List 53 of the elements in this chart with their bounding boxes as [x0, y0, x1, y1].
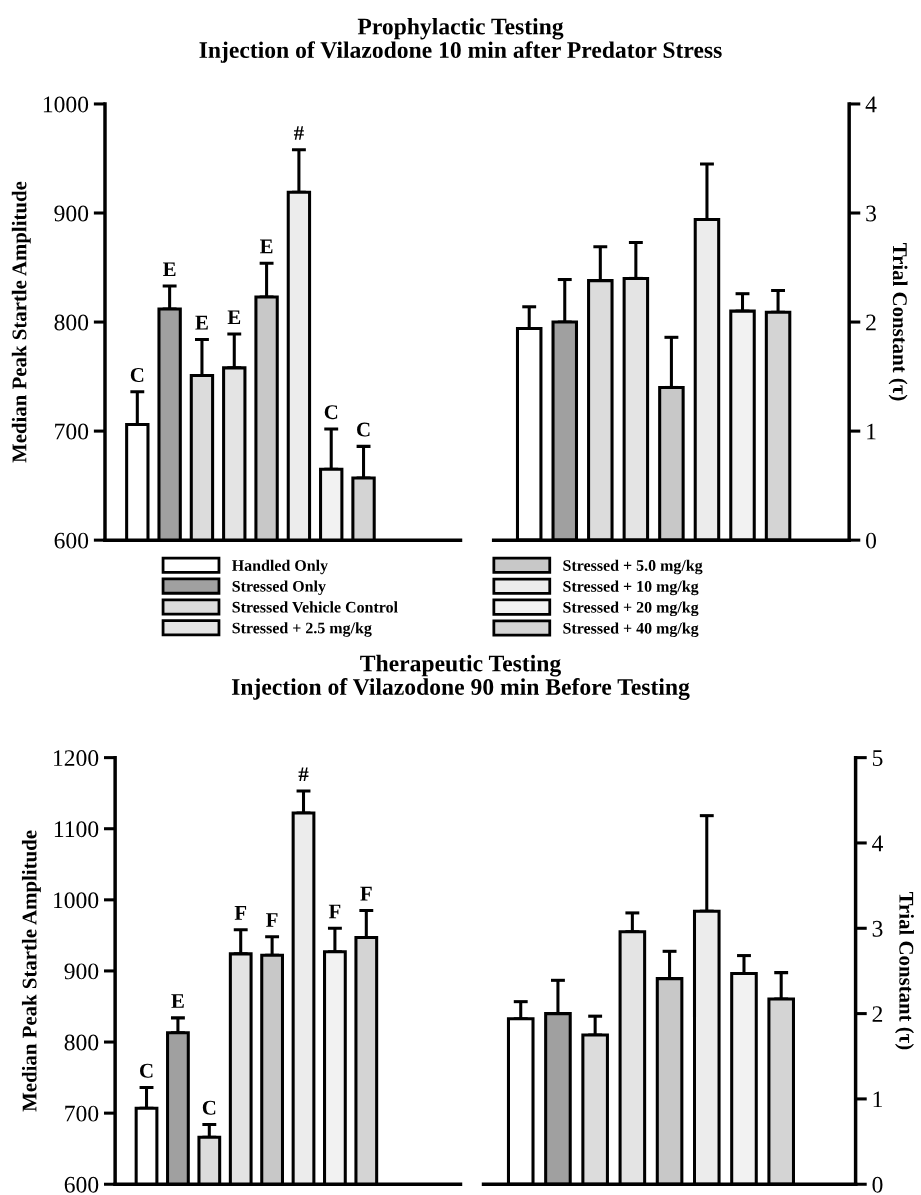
y-tick-label: 600	[54, 532, 89, 549]
y-tick-label: 0	[866, 532, 877, 549]
data-label: F	[360, 886, 372, 901]
data-label: F	[328, 904, 341, 919]
y-axis-title: Median Peak Startle Amplitude	[21, 830, 41, 1112]
y-tick-label: 900	[64, 963, 99, 980]
y-tick-label: 0	[872, 1176, 883, 1193]
y-tick-label: 1000	[43, 96, 89, 113]
legend-label: Stressed Vehicle Control	[232, 601, 398, 613]
y-axis-title: Median Peak Startle Amplitude	[11, 181, 31, 463]
y-tick-label: 800	[64, 1034, 99, 1051]
y-tick-label: 5	[872, 750, 883, 767]
legend-label: Stressed + 40 mg/kg	[563, 622, 699, 638]
y-tick-label: 1	[873, 1091, 882, 1108]
y-tick-label: 600	[64, 1176, 99, 1193]
data-label: E	[227, 310, 241, 325]
data-label: C	[202, 1100, 216, 1115]
y-tick-label: 3	[872, 920, 883, 937]
data-label: C	[140, 1063, 153, 1078]
y-tick-label: 1	[867, 423, 876, 440]
legend-label: Stressed + 10 mg/kg	[563, 580, 699, 596]
data-label: F	[266, 913, 278, 927]
y-tick-label: 1200	[54, 750, 99, 767]
data-label: #	[293, 126, 304, 140]
legend-label: Stressed + 5.0 mg/kg	[563, 559, 703, 575]
y-tick-label: 2	[866, 314, 876, 331]
data-label: E	[171, 994, 184, 1008]
legend-label: Stressed + 20 mg/kg	[563, 601, 699, 617]
data-label: E	[259, 239, 273, 254]
chart-title: Therapeutic Testing Injection of Vilazodone 90 min Before Testing	[231, 654, 690, 700]
y-axis-title: Trial Constant (τ)	[895, 892, 914, 1050]
y-tick-label: 700	[55, 423, 89, 440]
chart-title: Prophylactic Testing Injection of Vilazodone 10 min after Predator Stress	[199, 17, 722, 63]
y-tick-label: 2	[872, 1006, 883, 1022]
legend-label: Stressed Only	[232, 580, 326, 596]
data-label: #	[298, 767, 309, 782]
data-label: C	[357, 422, 370, 437]
y-tick-label: 4	[872, 835, 884, 852]
data-label: F	[234, 906, 247, 920]
y-tick-label: 1100	[54, 821, 99, 838]
y-tick-label: 900	[54, 205, 89, 222]
data-label: E	[195, 315, 208, 330]
legend-label: Stressed + 2.5 mg/kg	[232, 622, 372, 637]
y-axis-title: Trial Constant (τ)	[888, 243, 908, 401]
y-tick-label: 4	[865, 96, 877, 113]
data-label: C	[130, 368, 144, 383]
data-label: C	[324, 405, 338, 420]
y-tick-label: 3	[866, 205, 877, 222]
y-tick-label: 800	[54, 314, 89, 331]
legend-label: Handled Only	[232, 559, 328, 575]
data-label: E	[163, 262, 176, 277]
y-tick-label: 1000	[54, 892, 99, 909]
y-tick-label: 700	[65, 1105, 99, 1122]
